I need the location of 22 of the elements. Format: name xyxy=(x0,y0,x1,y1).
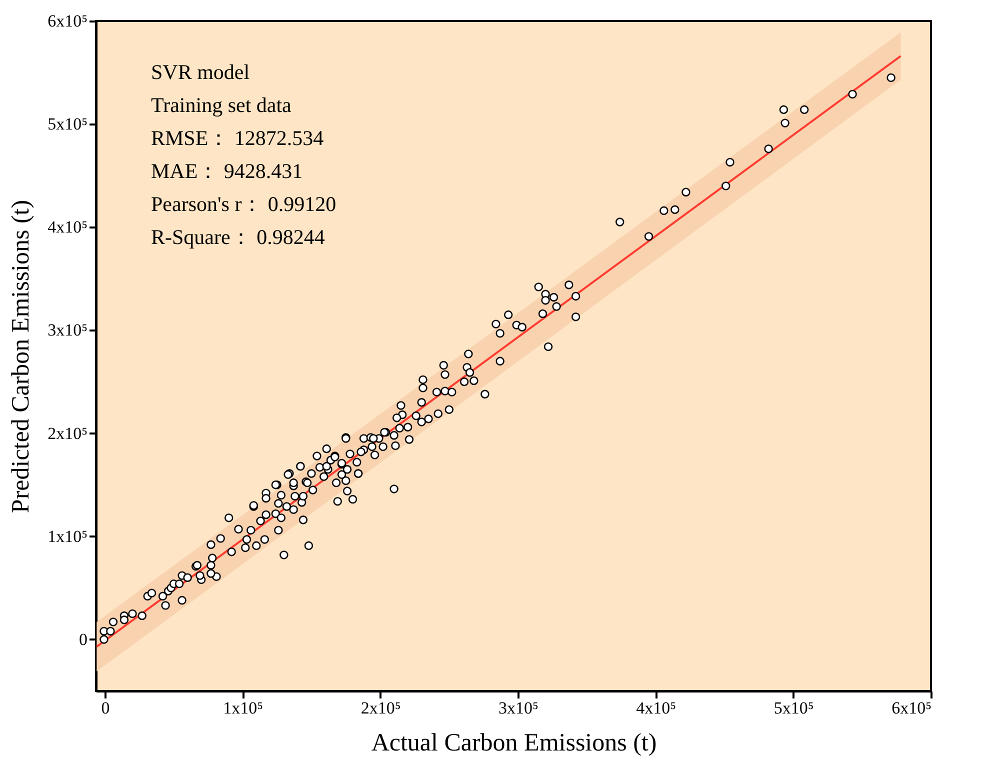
y-tick-label: 2x10⁵ xyxy=(48,424,88,443)
y-tick-label: 6x10⁵ xyxy=(48,12,88,30)
x-axis-title: Actual Carbon Emissions (t) xyxy=(371,730,657,756)
y-tick-label: 4x10⁵ xyxy=(48,218,88,237)
annotation: MAE： 9428.431 xyxy=(151,159,303,183)
x-tick-label: 5x10⁵ xyxy=(774,698,814,718)
x-tick-label: 2x10⁵ xyxy=(360,698,401,718)
y-tick-label: 5x10⁵ xyxy=(48,114,88,134)
y-tick-label: 1x10⁵ xyxy=(48,526,88,546)
y-tick-label: 3x10⁵ xyxy=(48,320,88,340)
x-tick-label: 4x10⁵ xyxy=(636,698,676,718)
annotation: RMSE： 12872.534 xyxy=(151,126,324,150)
x-tick-label: 6x10⁵ xyxy=(892,698,932,718)
y-tick-label: 0 xyxy=(79,630,88,649)
annotation: Training set data xyxy=(151,93,292,117)
annotation: Pearson's r： 0.99120 xyxy=(151,192,336,216)
annotation: SVR model xyxy=(151,60,250,84)
x-tick-label: 0 xyxy=(101,698,110,718)
x-tick-label: 3x10⁵ xyxy=(498,698,539,718)
y-axis-title: Predicted Carbon Emissions (t) xyxy=(8,200,35,514)
annotation: R-Square： 0.98244 xyxy=(151,225,326,249)
x-tick-label: 1x10⁵ xyxy=(223,698,264,718)
